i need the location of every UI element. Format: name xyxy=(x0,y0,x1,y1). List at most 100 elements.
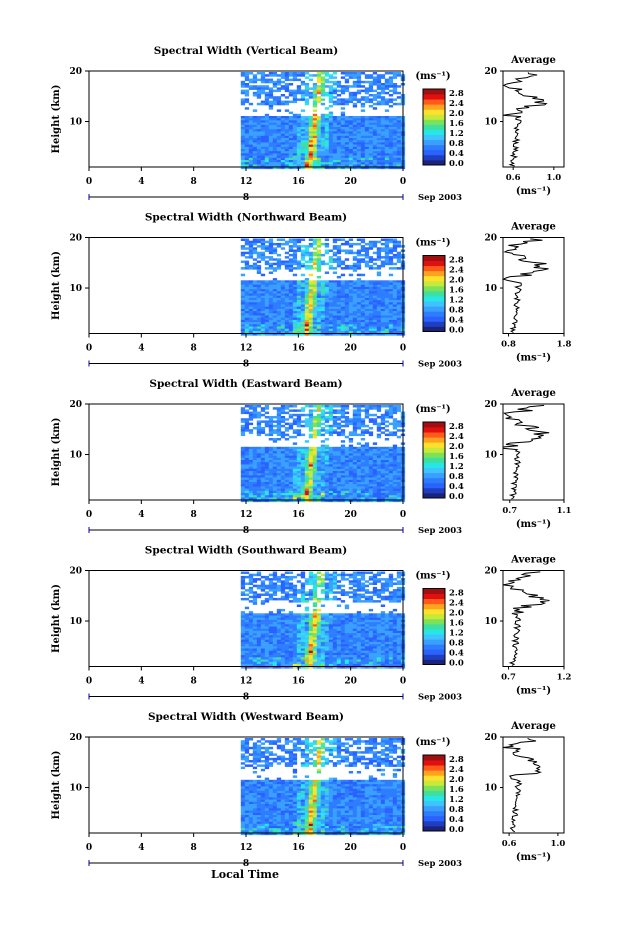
heatmap-cell xyxy=(336,493,342,496)
heatmap-cell xyxy=(304,260,310,263)
heatmap-cell xyxy=(260,80,266,84)
heatmap-cell xyxy=(332,155,338,159)
heatmap-cell xyxy=(240,486,246,489)
heatmap-cell xyxy=(304,493,310,496)
heatmap-cell xyxy=(352,471,358,474)
heatmap-cell xyxy=(240,146,246,150)
heatmap-cell xyxy=(372,129,378,132)
heatmap-cell xyxy=(368,418,374,421)
heatmap-cell xyxy=(244,133,250,137)
heatmap-cell xyxy=(292,89,298,93)
heatmap-cell xyxy=(352,264,358,268)
heatmap-cell xyxy=(264,424,270,428)
heatmap-cell xyxy=(328,308,334,312)
heatmap-cell xyxy=(364,300,370,303)
heatmap-cell xyxy=(240,118,246,121)
heatmap-cell xyxy=(280,409,286,412)
heatmap-cell xyxy=(244,100,250,104)
heatmap-cell xyxy=(280,284,286,288)
heatmap-cell xyxy=(308,282,314,285)
heatmap-cell xyxy=(300,330,306,334)
heatmap-cell xyxy=(312,322,318,325)
heatmap-cell xyxy=(272,479,278,483)
heatmap-cell xyxy=(396,286,402,290)
heatmap-cell xyxy=(268,319,274,323)
heatmap-cell xyxy=(384,328,390,332)
heatmap-cell xyxy=(276,162,282,165)
heatmap-cell xyxy=(304,617,310,621)
heatmap-cell xyxy=(272,315,278,318)
heatmap-cell xyxy=(284,240,290,244)
heatmap-cell xyxy=(324,573,330,577)
heatmap-cell xyxy=(312,319,318,323)
heatmap-cell xyxy=(256,164,262,167)
heatmap-cell xyxy=(260,240,266,244)
heatmap-cell xyxy=(320,324,326,327)
heatmap-cell xyxy=(308,490,314,494)
heatmap-cell xyxy=(384,490,390,494)
heatmap-cell xyxy=(348,322,354,325)
heatmap-cell xyxy=(272,138,278,141)
heatmap-cell xyxy=(288,322,294,325)
heatmap-cell xyxy=(376,80,382,84)
heatmap-cell xyxy=(316,482,322,485)
heatmap-cell xyxy=(284,78,290,82)
heatmap-cell xyxy=(292,471,298,474)
heatmap-cell xyxy=(372,497,378,500)
heatmap-cell xyxy=(312,85,318,88)
heatmap-cell xyxy=(284,300,290,303)
heatmap-cell xyxy=(392,138,398,141)
heatmap-cell xyxy=(264,87,270,90)
heatmap-cell xyxy=(344,306,350,310)
heatmap-cell xyxy=(336,144,342,148)
heatmap-cell xyxy=(248,72,254,75)
heatmap-cell xyxy=(388,89,394,93)
x-tick-label: 0 xyxy=(400,510,406,520)
heatmap-cell xyxy=(380,604,386,607)
heatmap-cell xyxy=(316,251,322,255)
heatmap-cell xyxy=(348,238,354,241)
heatmap-cell xyxy=(316,328,322,332)
heatmap-cell xyxy=(372,118,378,121)
heatmap-cell xyxy=(372,475,378,478)
heatmap-cell xyxy=(252,584,258,588)
heatmap-cell xyxy=(388,238,394,241)
heatmap-cell xyxy=(324,300,330,303)
heatmap-cell xyxy=(392,460,398,463)
heatmap-cell xyxy=(364,251,370,255)
heatmap-cell xyxy=(296,488,302,492)
heatmap-cell xyxy=(292,149,298,152)
heatmap-cell xyxy=(296,262,302,266)
heatmap-cell xyxy=(348,328,354,332)
heatmap-cell xyxy=(292,589,298,592)
heatmap-cell xyxy=(364,135,370,139)
heatmap-cell xyxy=(240,315,246,318)
heatmap-cell xyxy=(324,302,330,305)
heatmap-cell xyxy=(280,297,286,301)
heatmap-cell xyxy=(264,282,270,285)
heatmap-cell xyxy=(252,477,258,481)
heatmap-cell xyxy=(272,438,278,441)
heatmap-cell xyxy=(248,87,254,90)
heatmap-cell xyxy=(348,617,354,621)
heatmap-cell xyxy=(384,475,390,478)
heatmap-cell xyxy=(240,102,246,106)
heatmap-cell xyxy=(276,493,282,496)
heatmap-cell xyxy=(300,328,306,332)
heatmap-cell xyxy=(388,422,394,426)
heatmap-cell xyxy=(300,162,306,165)
heatmap-cell xyxy=(380,284,386,288)
heatmap-cell xyxy=(340,449,346,452)
heatmap-cell xyxy=(316,300,322,303)
heatmap-cell xyxy=(356,144,362,148)
heatmap-cell xyxy=(300,315,306,318)
heatmap-cell xyxy=(348,284,354,288)
heatmap-cell xyxy=(368,135,374,139)
heatmap-cell xyxy=(324,617,330,621)
heatmap-cell xyxy=(312,302,318,305)
heatmap-cell xyxy=(248,251,254,255)
heatmap-cell xyxy=(316,260,322,263)
heatmap-cell xyxy=(380,613,386,616)
heatmap-cell xyxy=(252,471,258,474)
heatmap-cell xyxy=(292,242,298,246)
